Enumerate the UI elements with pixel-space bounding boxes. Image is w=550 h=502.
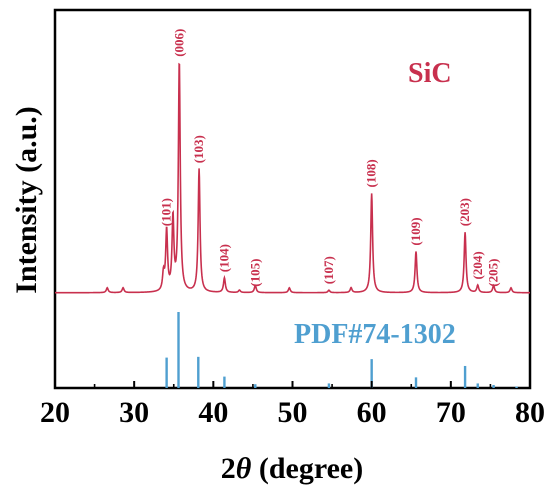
xrd-pattern-group [55,62,530,294]
peak-label: (203) [457,198,472,226]
peak-label: (104) [216,244,231,272]
x-tick-label: 80 [515,396,545,429]
x-axis-title-prefix: 2 [221,452,236,485]
x-axis-ticks: 20 30 40 50 60 70 80 [40,381,545,429]
peak-label: (006) [171,29,186,57]
peak-label: (101) [159,198,174,226]
x-tick-label: 60 [357,396,387,429]
x-axis-title-theta: θ [236,452,252,485]
series-label-pdf: PDF#74-1302 [294,319,456,350]
peak-label: (103) [191,135,206,163]
x-tick-label: 40 [198,396,228,429]
reference-pattern-group [165,312,518,388]
x-tick-label: 70 [436,396,466,429]
series-label-sic: SiC [408,58,452,89]
x-axis-title-suffix: (degree) [251,452,363,485]
peak-label: (108) [364,159,379,187]
x-tick-label: 20 [40,396,70,429]
x-tick-label: 50 [278,396,308,429]
x-axis-title: 2θ (degree) [221,452,363,485]
peak-label: (107) [321,256,336,284]
x-tick-label: 30 [119,396,149,429]
peak-label: (204) [470,251,485,279]
peak-label-group: (101) (006) (103) (104) (105) (107) (108) (109)… [159,29,501,287]
y-axis-title: Intensity (a.u.) [10,106,43,294]
peak-label: (105) [247,259,262,287]
peak-label: (109) [408,217,423,245]
peak-label: (205) [486,259,501,287]
xrd-curve [55,62,530,294]
